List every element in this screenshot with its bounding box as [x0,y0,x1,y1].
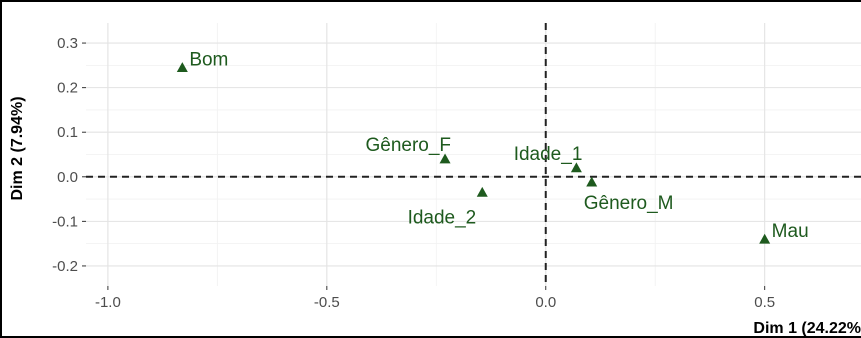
point-label: Gênero_M [584,193,674,214]
point-label: Gênero_F [365,135,451,156]
y-tick-label: 0.0 [57,169,78,186]
y-axis-ticks: -0.2 -0.1 0.0 0.1 0.2 0.3 [52,35,86,275]
point-label: Idade_1 [514,144,583,165]
x-tick-label: -0.5 [314,294,340,311]
y-tick-label: 0.1 [57,124,78,141]
x-axis-ticks: -1.0 -0.5 0.0 0.5 [95,286,775,311]
y-tick-label: -0.2 [52,258,78,275]
point-label: Mau [772,221,809,242]
y-axis-title: Dim 2 (7.94%) [9,96,26,200]
major-gridlines [86,23,861,286]
x-tick-label: 0.5 [754,294,775,311]
x-tick-label: -1.0 [95,294,121,311]
point-marker [439,153,451,164]
point-label: Bom [189,50,228,71]
x-axis-title: Dim 1 (24.22% [753,320,861,337]
point-label: Idade_2 [408,207,477,228]
point-marker [176,62,188,72]
x-tick-label: 0.0 [535,294,556,311]
minor-gridlines [86,23,861,286]
y-tick-label: 0.2 [57,80,78,97]
point-marker [759,233,771,244]
reference-lines [86,23,861,286]
data-points: Bom Gênero_F Idade_1 Idade_2 Gênero_M Mau [176,50,809,244]
y-tick-label: 0.3 [57,35,78,52]
point-marker [586,176,598,187]
point-marker [570,162,582,173]
y-tick-label: -0.1 [52,213,78,230]
point-marker [476,186,488,197]
